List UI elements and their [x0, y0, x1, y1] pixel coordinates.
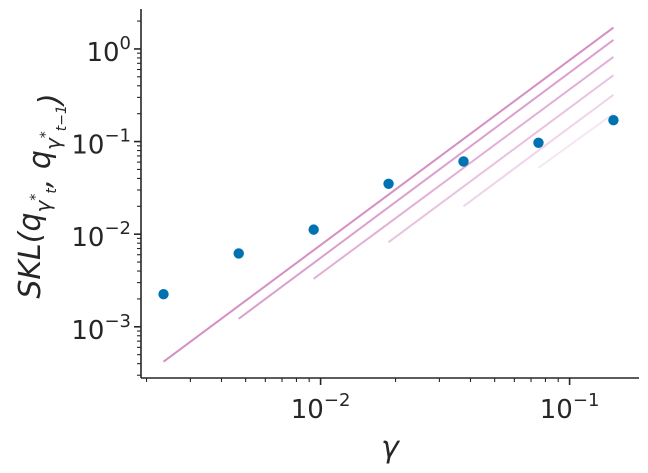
- data-point: [158, 288, 169, 300]
- data-points: [158, 115, 619, 300]
- x-tick-label: 10−1: [540, 390, 600, 425]
- x-axis-label: γ: [381, 430, 401, 465]
- x-axis-ticks: 10−2 10−1: [145, 378, 600, 425]
- reference-line-4: [387, 74, 615, 243]
- y-axis-label: SKL(qγ*t, qγ*t−1): [13, 93, 70, 298]
- x-tick-label: 10−2: [291, 390, 351, 425]
- y-axis-ticks: 10−3 10−2 10−1 100: [71, 20, 141, 376]
- reference-line-2: [238, 39, 615, 320]
- reference-line-5: [462, 93, 615, 208]
- data-point: [308, 224, 319, 235]
- reference-line-6: [537, 112, 615, 169]
- data-point: [458, 156, 469, 167]
- y-tick-label: 10−2: [71, 218, 131, 253]
- data-point: [383, 178, 394, 189]
- data-point: [233, 248, 244, 259]
- data-point: [608, 115, 619, 126]
- reference-line-1: [162, 26, 615, 363]
- y-tick-label: 10−3: [71, 311, 131, 346]
- reference-line-3: [313, 56, 615, 280]
- reference-lines: [162, 26, 615, 363]
- y-tick-label: 100: [86, 33, 131, 68]
- data-point: [533, 137, 544, 148]
- y-tick-label: 10−1: [71, 126, 131, 161]
